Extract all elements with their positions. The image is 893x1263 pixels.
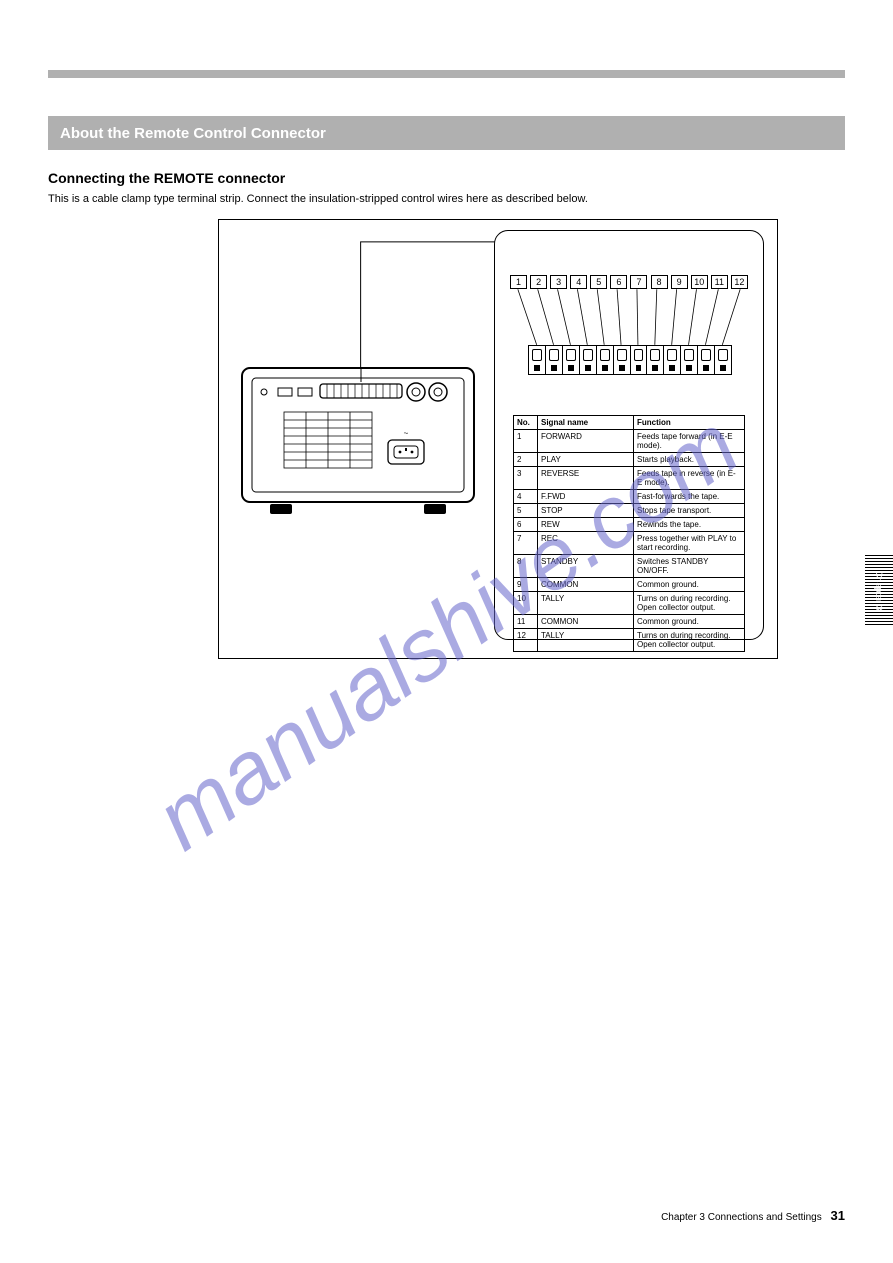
table-row: 6REWRewinds the tape.: [514, 518, 744, 532]
terminal-2: [546, 346, 563, 374]
terminal-12: [715, 346, 731, 374]
top-rule: [48, 70, 845, 78]
table-row: 10TALLYTurns on during recording. Open c…: [514, 592, 744, 615]
terminal-3: [563, 346, 580, 374]
th-signal: Signal name: [538, 416, 634, 429]
table-row: 8STANDBYSwitches STANDBY ON/OFF.: [514, 555, 744, 578]
side-tab-label: Chapter 3: [874, 571, 884, 611]
terminal-1: [529, 346, 546, 374]
terminal-8: [647, 346, 664, 374]
device-back-svg: ~: [238, 362, 478, 522]
table-row: 9COMMONCommon ground.: [514, 578, 744, 592]
intro-heading: Connecting the REMOTE connector: [48, 170, 845, 186]
th-no: No.: [514, 416, 538, 429]
section-band: About the Remote Control Connector: [48, 116, 845, 150]
intro-block: Connecting the REMOTE connector This is …: [48, 170, 845, 207]
terminal-7: [631, 346, 648, 374]
terminal-11: [698, 346, 715, 374]
table-row: 5STOPStops tape transport.: [514, 504, 744, 518]
figure-area: ~ 1 2 3 4 5 6 7 8 9 10 11 12: [218, 219, 778, 659]
table-row: 1FORWARDFeeds tape forward (in E-E mode)…: [514, 430, 744, 453]
table-head: No. Signal name Function: [514, 416, 744, 430]
svg-text:~: ~: [404, 429, 409, 438]
terminal-10: [681, 346, 698, 374]
table-row: 3REVERSEFeeds tape in reverse (in E-E mo…: [514, 467, 744, 490]
terminal-6: [614, 346, 631, 374]
terminal-5: [597, 346, 614, 374]
table-row: 11COMMONCommon ground.: [514, 615, 744, 629]
callout-lines: [495, 231, 763, 411]
terminal-9: [664, 346, 681, 374]
th-func: Function: [634, 416, 744, 429]
intro-text: This is a cable clamp type terminal stri…: [48, 192, 845, 207]
page-container: About the Remote Control Connector Conne…: [0, 0, 893, 1263]
zoom-panel: 1 2 3 4 5 6 7 8 9 10 11 12: [494, 230, 764, 640]
table-row: 4F.FWDFast-forwards the tape.: [514, 490, 744, 504]
table-row: 12TALLYTurns on during recording. Open c…: [514, 629, 744, 651]
terminal-4: [580, 346, 597, 374]
footer: Chapter 3 Connections and Settings 31: [661, 1208, 845, 1223]
side-tab: Chapter 3: [865, 555, 893, 627]
page-number: 31: [831, 1208, 845, 1223]
table-row: 7RECPress together with PLAY to start re…: [514, 532, 744, 555]
section-title: About the Remote Control Connector: [60, 125, 326, 142]
table-row: 2PLAYStarts playback.: [514, 453, 744, 467]
signal-table: No. Signal name Function 1FORWARDFeeds t…: [513, 415, 745, 652]
footer-text: Chapter 3 Connections and Settings: [661, 1212, 822, 1223]
terminal-block: [528, 345, 732, 375]
